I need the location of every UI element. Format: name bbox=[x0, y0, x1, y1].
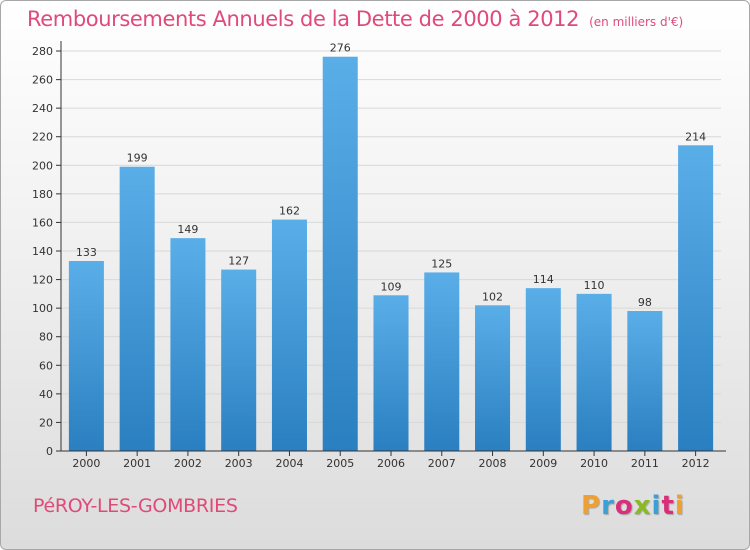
y-tick-label: 200 bbox=[32, 159, 53, 172]
x-tick-label: 2006 bbox=[377, 457, 405, 470]
bar bbox=[119, 166, 155, 451]
y-tick-label: 100 bbox=[32, 302, 53, 315]
bar-value-label: 110 bbox=[584, 279, 605, 292]
axes: 0 20 40 60 80 100 120 140 160 180 200 220 240 260 280 2… bbox=[32, 41, 726, 470]
bar bbox=[576, 293, 612, 451]
logo-letter: i bbox=[674, 491, 685, 521]
bar bbox=[475, 305, 511, 451]
logo-letter: r bbox=[601, 491, 615, 521]
bar-value-label: 109 bbox=[381, 280, 402, 293]
bar bbox=[271, 219, 307, 451]
bar-value-label: 133 bbox=[76, 246, 97, 259]
bar-value-label: 102 bbox=[482, 290, 503, 303]
x-tick-label: 2008 bbox=[479, 457, 507, 470]
x-tick-label: 2005 bbox=[326, 457, 354, 470]
x-tick-label: 2001 bbox=[123, 457, 151, 470]
chart-title-block: Remboursements Annuels de la Dette de 20… bbox=[27, 7, 683, 31]
municipality-name: PéROY-LES-GOMBRIES bbox=[33, 495, 238, 517]
bar bbox=[170, 238, 206, 451]
logo-letter: o bbox=[614, 491, 634, 521]
x-tick-label: 2012 bbox=[682, 457, 710, 470]
y-tick-label: 180 bbox=[32, 188, 53, 201]
bar-value-label: 162 bbox=[279, 205, 300, 218]
bar-value-label: 276 bbox=[330, 42, 351, 55]
bar bbox=[322, 56, 358, 451]
chart-unit: (en milliers d'€) bbox=[589, 15, 684, 29]
bar-value-label: 98 bbox=[638, 296, 652, 309]
x-tick-label: 2002 bbox=[174, 457, 202, 470]
x-tick-label: 2009 bbox=[529, 457, 557, 470]
bars: 133 199 149 127 162 276 109 125 102 114 110 98 214 bbox=[68, 42, 714, 452]
bar-value-label: 114 bbox=[533, 273, 554, 286]
y-tick-label: 140 bbox=[32, 245, 53, 258]
y-tick-label: 260 bbox=[32, 74, 53, 87]
y-tick-label: 280 bbox=[32, 45, 53, 58]
logo-letter: P bbox=[581, 491, 602, 521]
x-tick-label: 2010 bbox=[580, 457, 608, 470]
y-tick-label: 20 bbox=[39, 416, 53, 429]
bar bbox=[627, 311, 663, 451]
logo-letter: i bbox=[651, 491, 662, 521]
chart-title: Remboursements Annuels de la Dette de 20… bbox=[27, 7, 580, 31]
bar-value-label: 149 bbox=[177, 223, 198, 236]
bar-value-label: 214 bbox=[685, 130, 706, 143]
logo-letter: t bbox=[661, 491, 675, 521]
x-tick-label: 2000 bbox=[72, 457, 100, 470]
x-tick-label: 2003 bbox=[225, 457, 253, 470]
y-tick-label: 220 bbox=[32, 131, 53, 144]
y-tick-label: 160 bbox=[32, 216, 53, 229]
proxiti-logo: Proxiti bbox=[581, 491, 685, 521]
y-tick-label: 0 bbox=[46, 445, 53, 458]
logo-letter: x bbox=[633, 491, 652, 521]
bar bbox=[525, 288, 561, 451]
bar bbox=[221, 269, 257, 451]
bar bbox=[68, 261, 104, 451]
bar bbox=[424, 272, 460, 451]
bar-value-label: 199 bbox=[127, 152, 148, 165]
y-tick-label: 120 bbox=[32, 274, 53, 287]
x-tick-label: 2004 bbox=[275, 457, 303, 470]
bar-value-label: 127 bbox=[228, 255, 249, 268]
x-tick-label: 2007 bbox=[428, 457, 456, 470]
bar bbox=[373, 295, 409, 451]
y-tick-label: 240 bbox=[32, 102, 53, 115]
bar-value-label: 125 bbox=[431, 257, 452, 270]
y-tick-label: 40 bbox=[39, 388, 53, 401]
y-tick-label: 60 bbox=[39, 359, 53, 372]
bar bbox=[678, 145, 714, 452]
x-tick-label: 2011 bbox=[631, 457, 659, 470]
y-tick-label: 80 bbox=[39, 331, 53, 344]
